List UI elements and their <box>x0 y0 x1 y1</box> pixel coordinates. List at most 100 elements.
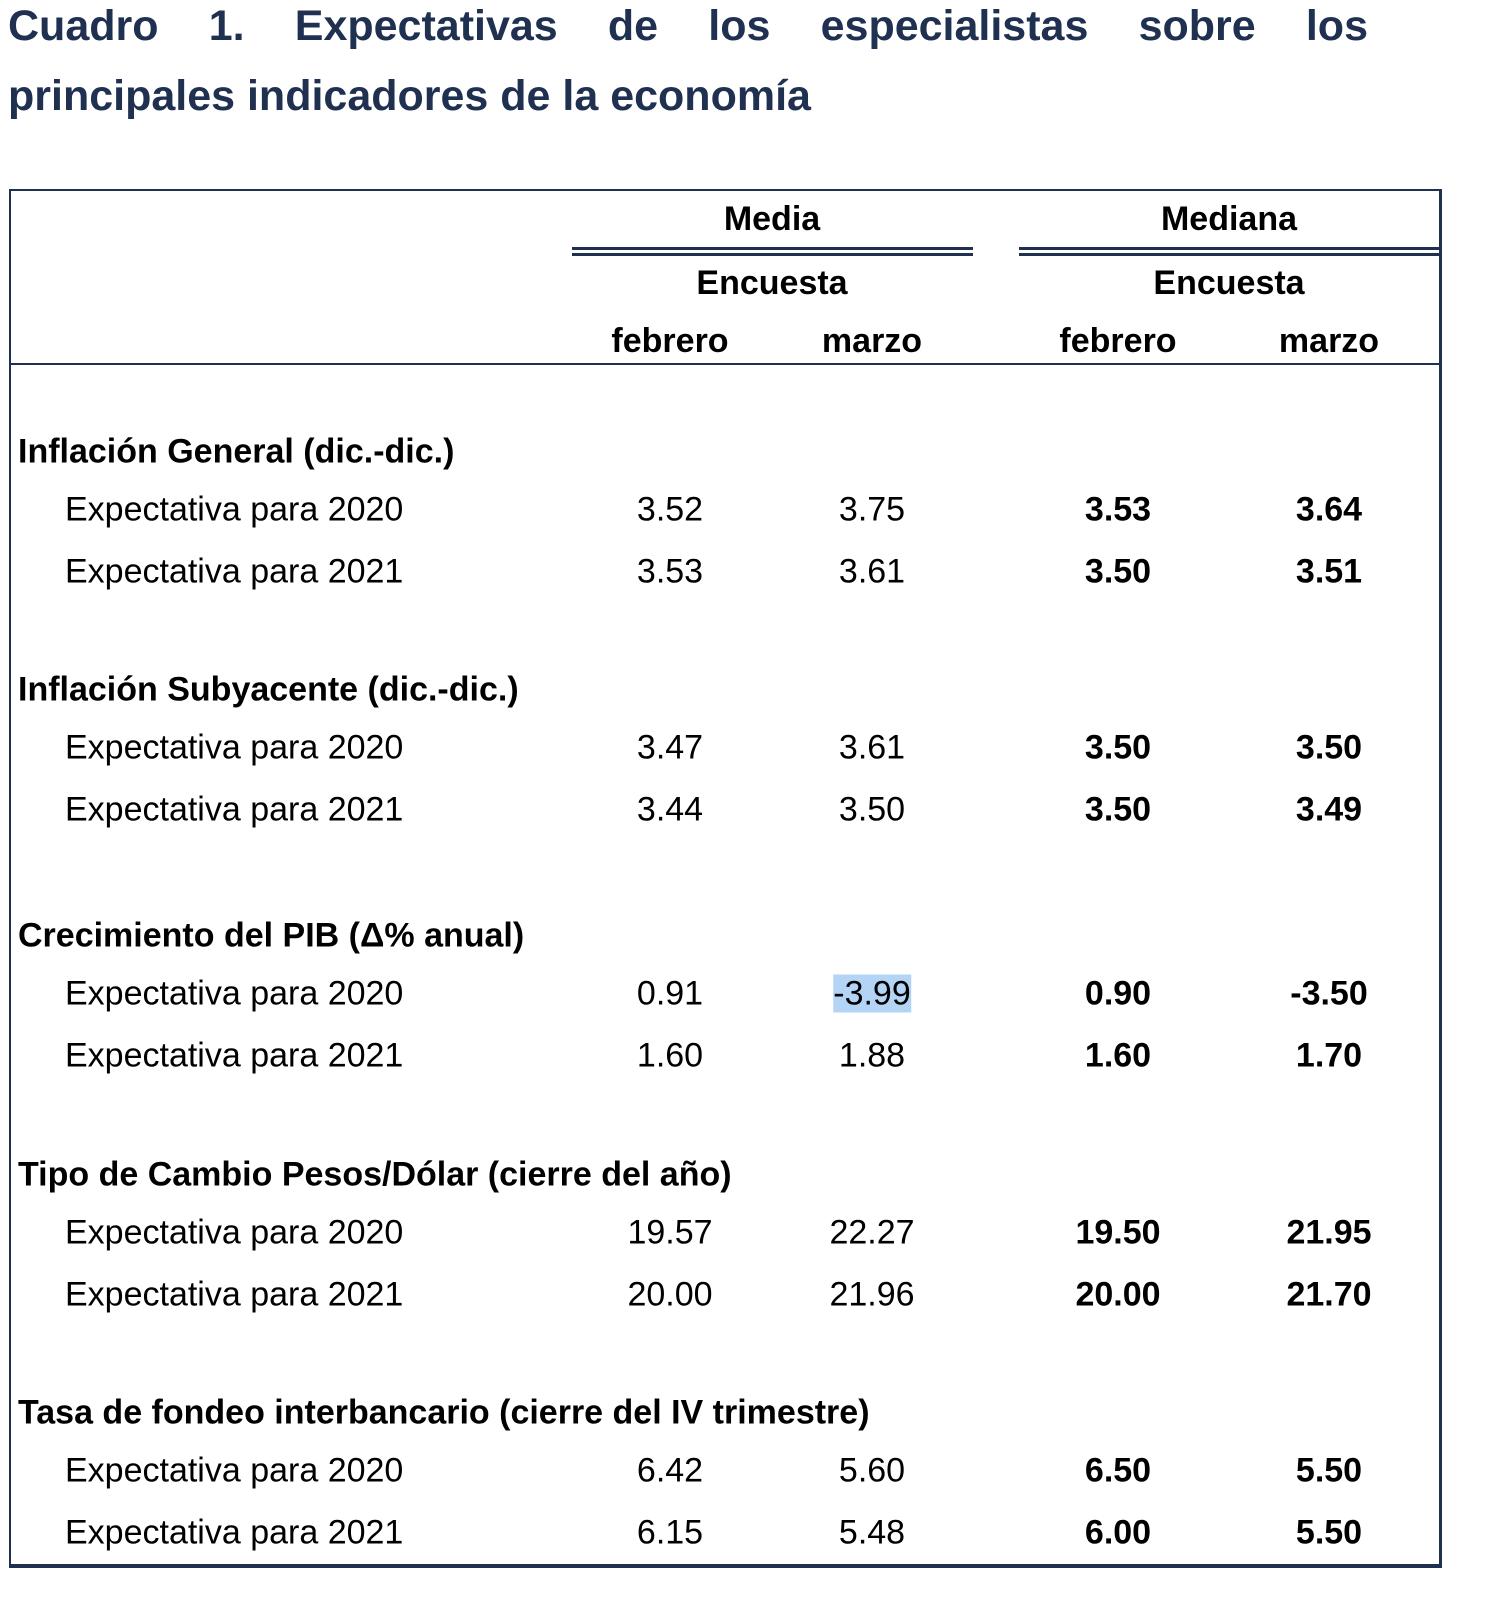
header-mediana-encuesta: Encuesta <box>1153 264 1305 302</box>
media-marzo-cell: 3.61 <box>839 729 905 768</box>
mediana-febrero-cell: 6.50 <box>1085 1452 1151 1491</box>
row-label: Expectativa para 2021 <box>65 1513 404 1552</box>
cell-value: 6.42 <box>636 1451 704 1490</box>
media-febrero-cell: 0.91 <box>637 975 703 1014</box>
cell-value: 3.61 <box>838 552 906 591</box>
cell-value: 1.70 <box>1295 1036 1363 1075</box>
row-label: Expectativa para 2021 <box>65 1275 404 1314</box>
media-marzo-cell: 21.96 <box>829 1276 914 1315</box>
section-title: Tipo de Cambio Pesos/Dólar (cierre del a… <box>18 1155 732 1194</box>
cell-value: 3.50 <box>838 790 906 829</box>
cell-value: 1.60 <box>1084 1036 1152 1075</box>
media-marzo-cell: 3.75 <box>839 491 905 530</box>
cell-value: 0.90 <box>1084 974 1152 1013</box>
cell-value: 20.00 <box>1075 1275 1161 1314</box>
row-label: Expectativa para 2020 <box>65 728 404 767</box>
header-media-marzo: marzo <box>821 322 923 360</box>
cell-value: 3.47 <box>636 728 704 767</box>
cell-value: 5.48 <box>838 1513 906 1552</box>
cell-value: -3.99 <box>833 974 911 1013</box>
media-marzo-cell: 1.88 <box>839 1037 905 1076</box>
cell-value: 21.96 <box>829 1275 915 1314</box>
cell-value: 21.95 <box>1286 1213 1372 1252</box>
media-double-rule <box>572 247 973 256</box>
row-label: Expectativa para 2021 <box>65 1036 404 1075</box>
mediana-febrero-cell: 20.00 <box>1075 1276 1160 1315</box>
header-media: Media <box>723 200 821 238</box>
mediana-marzo-cell: 5.50 <box>1296 1452 1362 1491</box>
cell-value: 5.60 <box>838 1451 906 1490</box>
header-divider <box>9 363 1440 365</box>
media-marzo-cell: -3.99 <box>833 974 911 1014</box>
mediana-marzo-cell: 5.50 <box>1296 1514 1362 1553</box>
media-febrero-cell: 3.44 <box>637 791 703 830</box>
cell-value: 6.50 <box>1084 1451 1152 1490</box>
header-mediana-marzo: marzo <box>1278 322 1380 360</box>
row-label: Expectativa para 2020 <box>65 490 404 529</box>
cell-value: 21.70 <box>1286 1275 1372 1314</box>
cell-value: 3.53 <box>636 552 704 591</box>
media-marzo-cell: 5.48 <box>839 1514 905 1553</box>
cell-value: -3.50 <box>1290 974 1368 1013</box>
table-frame <box>9 189 1442 1568</box>
media-marzo-cell: 22.27 <box>829 1214 914 1253</box>
mediana-febrero-cell: 3.50 <box>1085 791 1151 830</box>
section-title: Inflación Subyacente (dic.-dic.) <box>18 670 519 709</box>
cell-value: 3.50 <box>1084 552 1152 591</box>
cell-value: 1.88 <box>838 1036 906 1075</box>
row-label: Expectativa para 2021 <box>65 552 404 591</box>
cell-value: 3.53 <box>1084 490 1152 529</box>
mediana-febrero-cell: 0.90 <box>1085 975 1151 1014</box>
cell-value: 3.64 <box>1295 490 1363 529</box>
media-febrero-cell: 1.60 <box>637 1037 703 1076</box>
table-title-line-2: principales indicadores de la economía <box>8 72 811 120</box>
cell-value: 0.91 <box>636 974 704 1013</box>
media-febrero-cell: 3.47 <box>637 729 703 768</box>
mediana-marzo-cell: 3.51 <box>1296 553 1362 592</box>
cell-value: 3.51 <box>1295 552 1363 591</box>
media-febrero-cell: 6.15 <box>637 1514 703 1553</box>
mediana-marzo-cell: 1.70 <box>1296 1037 1362 1076</box>
media-marzo-cell: 3.50 <box>839 791 905 830</box>
table-title-line-1: Cuadro 1. Expectativas de los especialis… <box>8 2 1368 50</box>
section-title: Inflación General (dic.-dic.) <box>18 432 455 471</box>
mediana-febrero-cell: 3.50 <box>1085 553 1151 592</box>
header-mediana-febrero: febrero <box>1059 322 1177 360</box>
media-febrero-cell: 3.52 <box>637 491 703 530</box>
row-label: Expectativa para 2020 <box>65 974 404 1013</box>
cell-value: 6.15 <box>636 1513 704 1552</box>
section-title: Crecimiento del PIB (Δ% anual) <box>18 916 525 955</box>
cell-value: 6.00 <box>1084 1513 1152 1552</box>
cell-value: 3.50 <box>1084 728 1152 767</box>
cell-value: 3.49 <box>1295 790 1363 829</box>
mediana-febrero-cell: 6.00 <box>1085 1514 1151 1553</box>
cell-value: 5.50 <box>1295 1451 1363 1490</box>
mediana-double-rule <box>1019 247 1440 256</box>
cell-value: 5.50 <box>1295 1513 1363 1552</box>
header-media-febrero: febrero <box>611 322 729 360</box>
media-febrero-cell: 3.53 <box>637 553 703 592</box>
mediana-marzo-cell: 21.95 <box>1286 1214 1371 1253</box>
row-label: Expectativa para 2020 <box>65 1213 404 1252</box>
cell-value: 3.52 <box>636 490 704 529</box>
header-mediana: Mediana <box>1160 200 1298 238</box>
mediana-marzo-cell: -3.50 <box>1290 975 1368 1014</box>
cell-value: 22.27 <box>829 1213 915 1252</box>
mediana-marzo-cell: 3.64 <box>1296 491 1362 530</box>
header-media-encuesta: Encuesta <box>696 264 848 302</box>
mediana-febrero-cell: 3.50 <box>1085 729 1151 768</box>
cell-value: 3.50 <box>1084 790 1152 829</box>
cell-value: 3.61 <box>838 728 906 767</box>
mediana-marzo-cell: 3.49 <box>1296 791 1362 830</box>
mediana-febrero-cell: 1.60 <box>1085 1037 1151 1076</box>
media-febrero-cell: 20.00 <box>627 1276 712 1315</box>
mediana-febrero-cell: 3.53 <box>1085 491 1151 530</box>
row-label: Expectativa para 2020 <box>65 1451 404 1490</box>
media-marzo-cell: 5.60 <box>839 1452 905 1491</box>
cell-value: 19.57 <box>627 1213 713 1252</box>
media-febrero-cell: 19.57 <box>627 1214 712 1253</box>
cell-value: 20.00 <box>627 1275 713 1314</box>
cell-value: 3.44 <box>636 790 704 829</box>
media-febrero-cell: 6.42 <box>637 1452 703 1491</box>
cell-value: 19.50 <box>1075 1213 1161 1252</box>
